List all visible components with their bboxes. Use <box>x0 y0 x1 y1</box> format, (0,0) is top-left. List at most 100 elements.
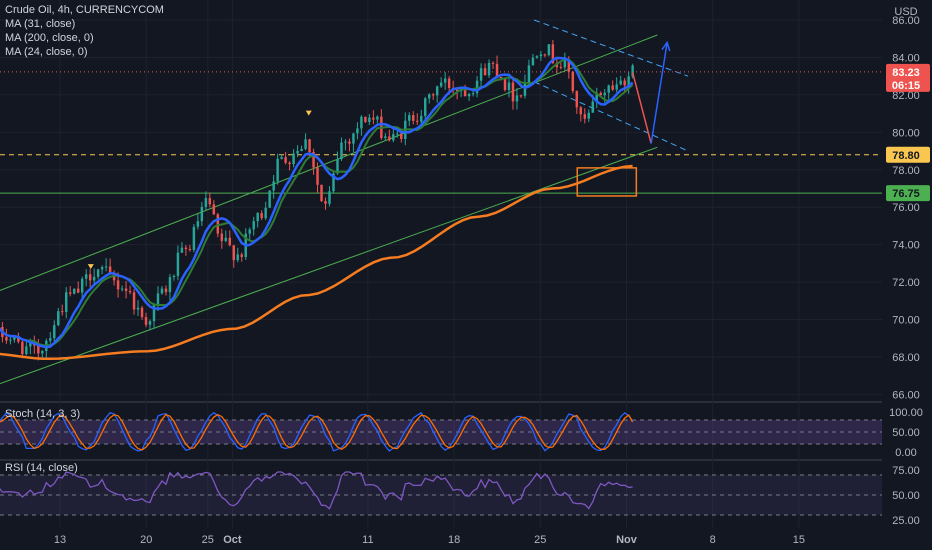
candle-body <box>84 274 88 279</box>
level-tag-value: 76.75 <box>892 188 920 200</box>
candle-body <box>100 267 104 270</box>
candle-body <box>364 116 367 123</box>
candle-body <box>21 341 24 355</box>
candle-body <box>503 78 507 91</box>
candle-body <box>412 115 415 121</box>
candle-body <box>212 204 216 215</box>
candle-body <box>124 288 128 291</box>
candle-body <box>280 157 283 159</box>
support-box <box>576 167 638 197</box>
candle-body <box>57 311 60 326</box>
candle-body <box>495 63 499 77</box>
candle-body <box>535 56 539 58</box>
candle-body <box>17 336 20 342</box>
candle-body <box>232 245 235 261</box>
legend-ma24[interactable]: MA (24, close, 0) <box>5 46 88 58</box>
candle-body <box>627 76 630 86</box>
candle-body <box>216 214 220 234</box>
candle-body <box>208 198 212 205</box>
candle-body <box>72 288 76 294</box>
candle-body <box>356 128 359 134</box>
candle-body <box>599 92 602 96</box>
candle-body <box>575 91 579 108</box>
rsi-line <box>0 471 633 510</box>
candle-body <box>68 292 72 294</box>
candle-body <box>164 288 168 293</box>
candle-body <box>236 254 239 261</box>
candle-body <box>543 54 547 56</box>
y-tick-label: 66.00 <box>892 389 920 401</box>
stoch-tick-label: 100.00 <box>889 407 923 419</box>
candle-body <box>256 213 259 222</box>
legend-ma200[interactable]: MA (200, close, 0) <box>5 32 94 44</box>
candle-body <box>491 62 495 64</box>
candle-body <box>427 94 431 99</box>
candle-body <box>527 65 531 83</box>
candle-body <box>92 276 96 281</box>
moving-averages <box>0 56 634 361</box>
candle-body <box>420 115 423 122</box>
candle-body <box>623 80 626 86</box>
candle-body <box>276 158 279 182</box>
candle-body <box>340 142 343 160</box>
rsi-label[interactable]: RSI (14, close) <box>5 462 78 474</box>
y-tick-label: 70.00 <box>892 315 920 327</box>
lower-channel-line <box>0 146 658 385</box>
candle-body <box>587 112 590 119</box>
candle-body <box>615 84 618 90</box>
candle-body <box>579 107 583 115</box>
candle-body <box>252 221 255 230</box>
candle-body <box>228 237 232 246</box>
candle-body <box>29 342 32 347</box>
candle-body <box>487 62 491 76</box>
chart-title[interactable]: Crude Oil, 4h, CURRENCYCOM <box>5 4 164 16</box>
signal-marker-icon <box>87 264 94 270</box>
candle-body <box>539 54 543 57</box>
projection-up-line <box>650 42 668 144</box>
rsi-tick-label: 25.00 <box>892 515 920 527</box>
candle-body <box>388 136 391 141</box>
candle-body <box>224 237 228 241</box>
candle-body <box>172 275 176 278</box>
candle-body <box>435 86 439 96</box>
rsi-tick-label: 75.00 <box>892 465 920 477</box>
candle-body <box>368 117 371 123</box>
candle-body <box>196 221 200 227</box>
level-tag <box>886 185 930 202</box>
projection-up-arrowhead <box>661 40 671 52</box>
candles <box>1 39 634 361</box>
level-tag <box>886 146 930 163</box>
candle-body <box>128 290 132 293</box>
candle-body <box>475 80 479 94</box>
candle-body <box>37 345 40 354</box>
candle-body <box>300 148 303 151</box>
candle-body <box>511 82 515 102</box>
candle-body <box>61 311 64 313</box>
candle-body <box>168 277 172 293</box>
candle-body <box>583 114 587 119</box>
candle-body <box>328 191 331 204</box>
candle-body <box>396 133 399 135</box>
x-tick-label: Nov <box>616 534 638 546</box>
upper-channel-line <box>0 34 658 291</box>
candle-body <box>76 288 80 293</box>
projection-down-line <box>631 72 652 144</box>
stoch-tick-label: 0.00 <box>895 447 916 459</box>
candle-body <box>316 167 319 185</box>
candle-body <box>288 162 291 165</box>
candle-body <box>376 116 379 120</box>
candle-body <box>400 133 403 139</box>
candle-body <box>320 184 323 202</box>
x-tick-label: 25 <box>202 534 214 546</box>
stoch-d-line <box>0 413 634 451</box>
stoch-tick-label: 50.00 <box>892 427 920 439</box>
legend-ma31[interactable]: MA (31, close) <box>5 18 76 30</box>
candle-body <box>160 288 164 294</box>
candle-body <box>25 346 28 355</box>
candle-body <box>547 44 551 56</box>
stoch-label[interactable]: Stoch (14, 3, 3) <box>5 408 81 420</box>
wedge-bottom-line <box>533 81 689 152</box>
candle-body <box>53 325 56 339</box>
rsi-tick-label: 50.00 <box>892 490 920 502</box>
